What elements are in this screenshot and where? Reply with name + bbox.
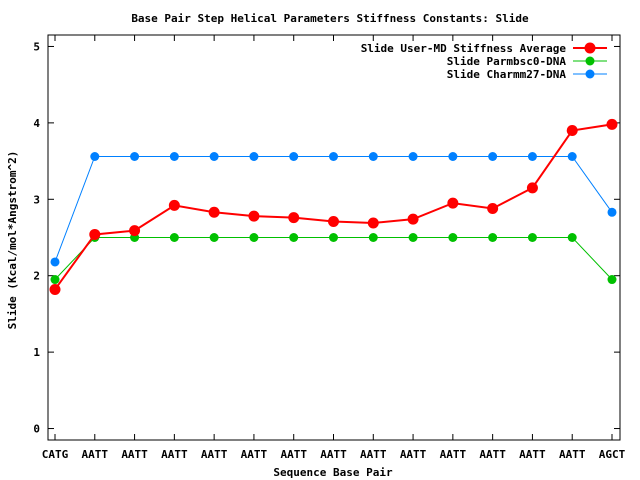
data-point: [249, 233, 259, 242]
series-3: [50, 152, 617, 267]
x-tick-label: AATT: [320, 448, 347, 461]
data-point: [329, 233, 338, 242]
data-point: [526, 182, 538, 194]
data-point: [209, 152, 219, 161]
x-tick-label: AATT: [440, 448, 467, 461]
data-point: [487, 202, 499, 214]
x-tick-label: AATT: [121, 448, 148, 461]
x-axis-label: Sequence Base Pair: [273, 466, 393, 479]
data-point: [288, 212, 300, 224]
data-point: [168, 199, 180, 211]
data-point: [567, 152, 577, 161]
data-point: [249, 152, 259, 161]
data-point: [129, 225, 141, 237]
data-point: [527, 233, 537, 242]
data-point: [566, 125, 578, 137]
x-tick-label: AATT: [479, 448, 506, 461]
y-tick-label: 2: [33, 270, 40, 283]
series-layer: [49, 118, 618, 295]
x-tick-label: AGCT: [599, 448, 626, 461]
legend-marker: [584, 42, 596, 54]
data-point: [488, 233, 498, 242]
data-point: [448, 233, 458, 242]
x-tick-label: AATT: [280, 448, 307, 461]
legend-marker: [585, 69, 595, 79]
x-tick-label: AATT: [241, 448, 268, 461]
y-axis-label: Slide (Kcal/mol*Angstrom^2): [6, 151, 19, 330]
data-point: [208, 206, 220, 218]
data-point: [89, 228, 101, 240]
data-point: [488, 152, 498, 161]
data-point: [607, 275, 617, 285]
y-tick-label: 5: [33, 40, 40, 53]
data-point: [447, 197, 459, 209]
data-point: [607, 207, 617, 217]
data-point: [130, 152, 140, 161]
data-point: [368, 233, 378, 242]
data-point: [50, 275, 60, 285]
data-point: [408, 152, 418, 161]
x-tick-label: AATT: [400, 448, 427, 461]
x-tick-label: AATT: [82, 448, 109, 461]
data-point: [606, 118, 618, 130]
x-tick-label: AATT: [201, 448, 228, 461]
legend-label: Slide Parmbsc0-DNA: [447, 55, 567, 68]
x-tick-label: AATT: [519, 448, 546, 461]
data-point: [289, 152, 299, 161]
x-axis-ticks: CATG AATT AATT AATT AATT AATT AATT AATT AATT AATT…: [42, 35, 626, 461]
data-point: [169, 233, 179, 242]
legend-label: Slide Charmm27-DNA: [447, 68, 567, 81]
legend-label: Slide User-MD Stiffness Average: [361, 42, 567, 55]
data-point: [209, 233, 219, 242]
data-point: [448, 152, 458, 161]
data-point: [567, 233, 577, 242]
x-tick-label: AATT: [559, 448, 586, 461]
data-point: [329, 152, 338, 161]
y-tick-label: 4: [33, 117, 40, 130]
series-1: [49, 118, 618, 295]
data-point: [367, 217, 379, 229]
legend-marker: [585, 56, 595, 66]
data-point: [407, 213, 419, 225]
data-point: [368, 152, 378, 161]
y-tick-label: 3: [33, 193, 40, 206]
data-point: [527, 152, 537, 161]
series-line: [54, 123, 613, 291]
data-point: [328, 215, 339, 227]
data-point: [289, 233, 299, 242]
x-tick-label: CATG: [42, 448, 69, 461]
data-point: [169, 152, 179, 161]
data-point: [248, 210, 260, 222]
series-line: [54, 156, 613, 263]
data-point: [49, 283, 61, 295]
data-point: [408, 233, 418, 242]
series-2: [50, 233, 617, 285]
data-point: [50, 257, 60, 267]
chart-title: Base Pair Step Helical Parameters Stiffn…: [131, 12, 529, 25]
series-line: [54, 237, 613, 280]
y-tick-label: 1: [33, 346, 40, 359]
x-tick-label: AATT: [360, 448, 387, 461]
y-tick-label: 0: [33, 423, 40, 436]
x-tick-label: AATT: [161, 448, 188, 461]
data-point: [90, 152, 100, 161]
